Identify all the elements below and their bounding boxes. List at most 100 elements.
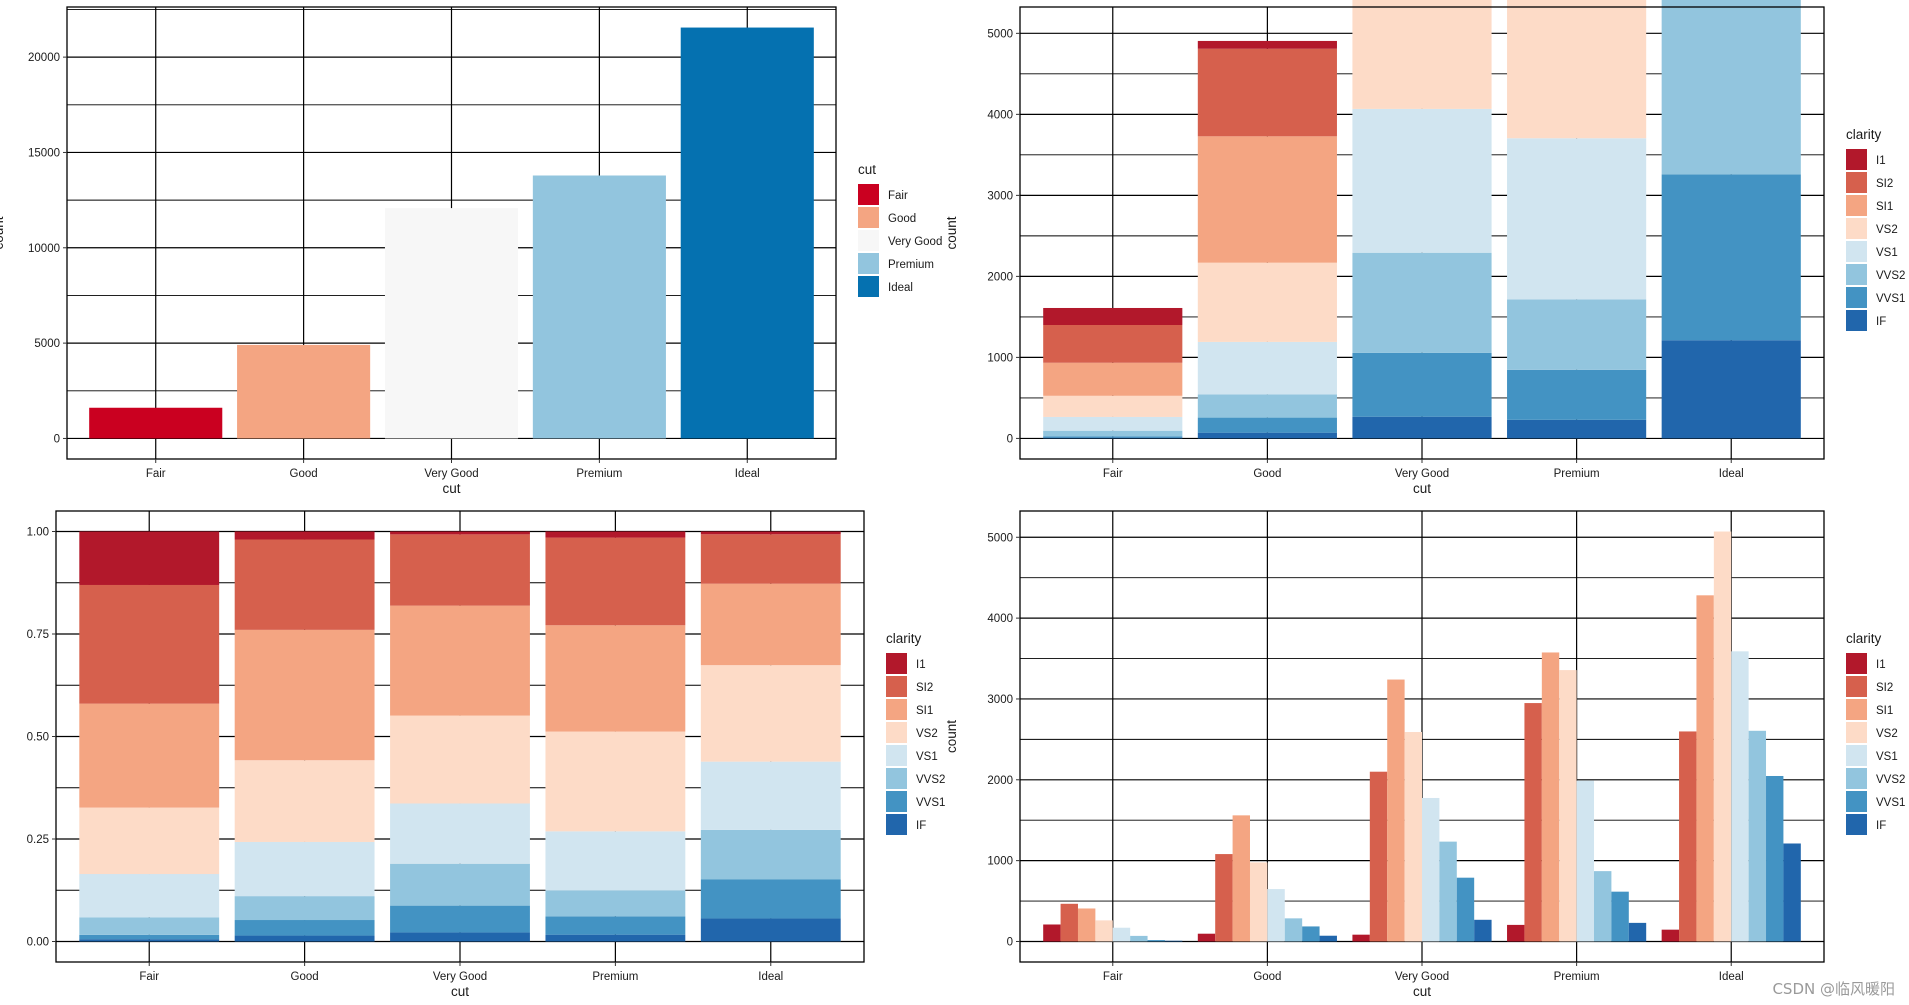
legend-label: VS1 [916,751,938,763]
bar-segment-i1 [1043,307,1183,325]
legend-key-swatch [1846,676,1867,697]
legend-key-swatch [858,184,879,205]
legend-label: Fair [888,190,908,202]
bar-segment-vvs2 [1197,394,1337,418]
bar-premium [532,175,666,439]
bar-segment-i1 [1197,40,1337,49]
bar-si2 [1369,771,1388,942]
x-axis-title: cut [442,481,460,496]
y-tick-label: 15000 [28,147,60,159]
bar-segment-si1 [545,625,686,732]
legend-key-swatch [858,276,879,297]
legend-key-swatch [886,676,907,697]
x-tick-label: Very Good [433,971,487,983]
bar-vvs2 [1748,730,1767,942]
bar-i1 [1507,924,1525,942]
legend-label: SI2 [1876,682,1893,694]
legend-key-swatch [886,791,907,812]
x-tick-label: Ideal [1719,971,1744,983]
bar-segment-vvs2 [700,829,841,880]
legend-key-swatch [1846,722,1867,743]
bar-segment-if [234,935,375,942]
bar-vs2 [1249,862,1268,942]
bar-segment-vvs2 [234,896,375,921]
bar-segment-vs2 [1197,262,1337,342]
bar-if [1783,843,1801,942]
legend-label: VVS2 [1876,270,1905,282]
bar-segment-si1 [234,629,375,761]
bar-i1 [1352,934,1370,942]
legend-key-swatch [886,653,907,674]
x-tick-label: Premium [1554,468,1600,480]
y-tick-label: 4000 [987,109,1013,121]
legend-label: IF [916,820,926,832]
bar-segment-if [545,934,686,942]
y-tick-label: 2000 [987,271,1013,283]
bar-vs1 [1112,927,1131,942]
bar-vs2 [1559,670,1577,942]
bar-segment-si2 [1043,324,1183,363]
bar-segment-vvs1 [1507,369,1647,420]
bar-segment-si2 [1197,48,1337,137]
x-tick-label: Good [291,971,319,983]
bar-vvs2 [1439,841,1457,942]
bar-segment-vvs1 [1661,174,1801,341]
x-tick-label: Good [1253,468,1281,480]
legend-label: I1 [916,659,926,671]
y-tick-label: 0.00 [27,937,49,949]
bar-vs1 [1267,889,1285,942]
bar-segment-if [79,939,220,942]
bar-if [1474,919,1492,942]
legend-title: clarity [1846,127,1882,142]
bar-si2 [1679,731,1697,942]
bar-segment-vvs2 [1352,252,1492,353]
legend-title: clarity [1846,631,1882,646]
legend-label: Very Good [888,236,942,248]
chart-2: 0 1000 2000 3000 4000 5000 Fair Good Very Good Pr… [944,0,1905,496]
bar-segment-vvs2 [390,863,530,906]
legend-label: VVS1 [916,797,945,809]
bar-segment-vvs1 [700,879,841,919]
bar-good [237,344,371,439]
legend-key-swatch [1846,310,1867,331]
x-axis-title: cut [451,984,469,999]
bar-segment-si1 [700,583,841,666]
bar-segment-vvs1 [390,905,530,933]
bar-segment-i1 [234,531,375,540]
bar-segment-vvs1 [234,920,375,936]
legend-key-swatch [1846,653,1867,674]
bar-very-good [384,208,519,439]
legend-key-swatch [858,207,879,228]
bar-segment-if [390,932,530,942]
legend-key-swatch [1846,287,1867,308]
bar-segment-vvs1 [79,934,220,940]
bar-segment-si1 [79,703,220,808]
legend-label: VVS2 [916,774,945,786]
x-axis-title: cut [1413,984,1431,999]
bar-vs1 [1731,651,1749,942]
bar-segment-si2 [390,534,530,606]
bar-vs2 [1404,732,1422,942]
bar-segment-vs2 [1352,0,1492,109]
y-tick-label: 0.25 [27,834,49,846]
legend-key-swatch [1846,264,1867,285]
bar-si1 [1541,652,1560,942]
bar-segment-vvs2 [545,890,686,917]
bar-segment-if [1507,419,1647,439]
bar-segment-vs1 [1352,108,1492,253]
y-tick-label: 0 [1007,433,1013,445]
bar-vvs1 [1766,775,1784,942]
chart-3: 0.00 0.25 0.50 0.75 1.00 Fair Good Very Good Pre… [27,510,945,999]
bar-si1 [1077,908,1096,942]
legend-key-swatch [858,230,879,251]
bar-segment-i1 [390,531,530,535]
bar-i1 [1661,929,1680,942]
x-tick-label: Ideal [758,971,783,983]
legend-label: Premium [888,259,934,271]
x-tick-label: Premium [1554,971,1600,983]
bar-if [1164,940,1183,942]
x-tick-label: Ideal [1719,468,1744,480]
bar-segment-if [1043,437,1183,439]
legend-key-swatch [1846,791,1867,812]
